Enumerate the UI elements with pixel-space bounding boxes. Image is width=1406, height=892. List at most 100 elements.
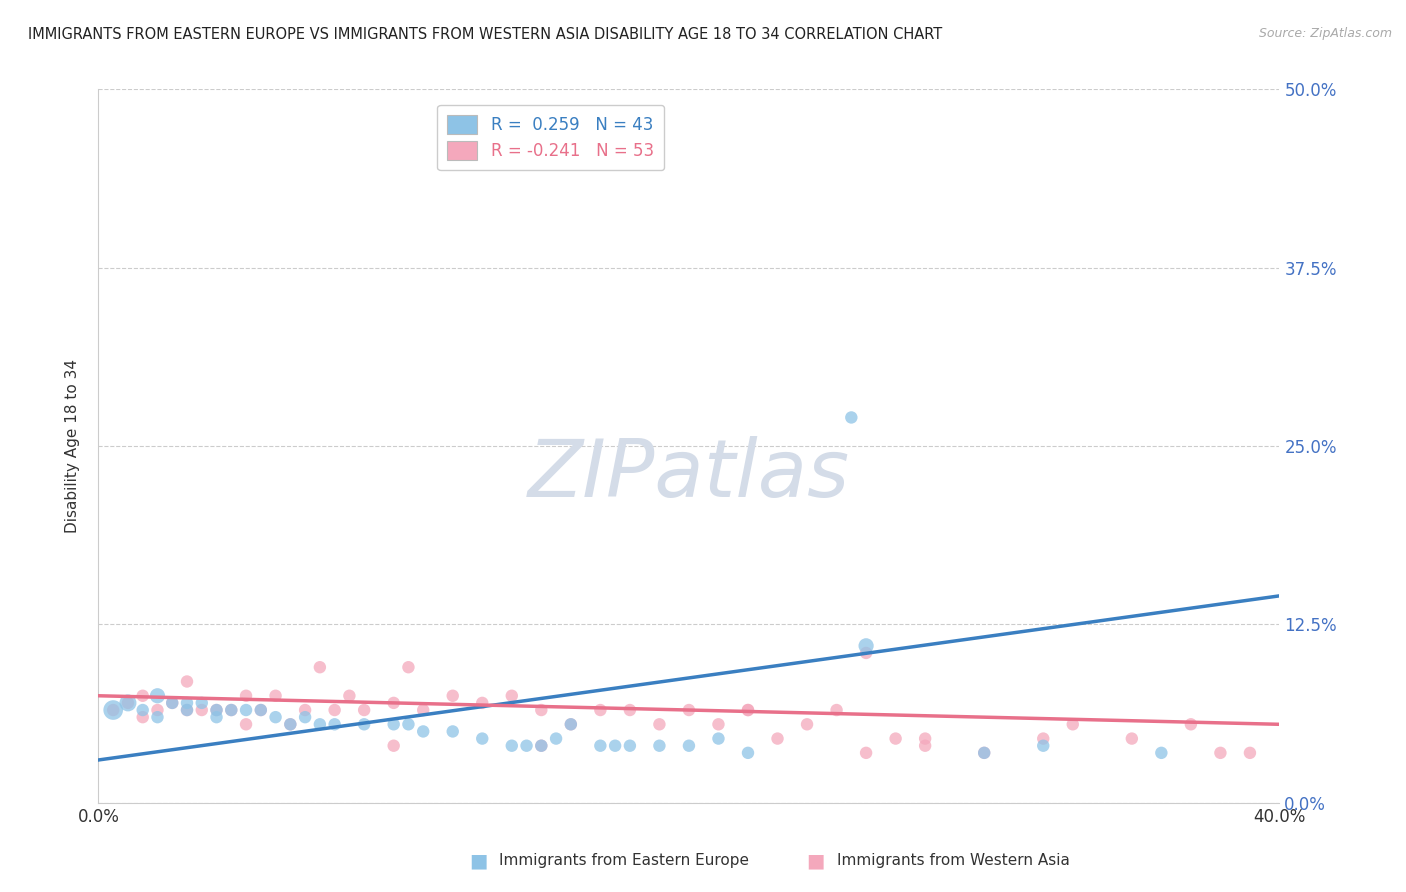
- Point: [250, 703, 273, 717]
- Point: [841, 410, 863, 425]
- Point: [707, 717, 730, 731]
- Point: [560, 717, 582, 731]
- Point: [501, 689, 523, 703]
- Point: [103, 703, 125, 717]
- Point: [914, 731, 936, 746]
- Point: [146, 703, 169, 717]
- Point: [1239, 746, 1261, 760]
- Point: [191, 703, 214, 717]
- Point: [914, 739, 936, 753]
- Point: [205, 710, 228, 724]
- Point: [219, 703, 242, 717]
- Point: [412, 703, 434, 717]
- Point: [1180, 717, 1202, 731]
- Point: [1150, 746, 1173, 760]
- Point: [235, 689, 257, 703]
- Point: [396, 717, 419, 731]
- Y-axis label: Disability Age 18 to 34: Disability Age 18 to 34: [65, 359, 80, 533]
- Point: [294, 703, 316, 717]
- Point: [353, 717, 375, 731]
- Point: [353, 703, 375, 717]
- Point: [132, 710, 155, 724]
- Point: [103, 703, 125, 717]
- Point: [855, 746, 877, 760]
- Point: [191, 696, 214, 710]
- Point: [323, 717, 346, 731]
- Point: [605, 739, 627, 753]
- Point: [973, 746, 995, 760]
- Text: ■: ■: [806, 851, 825, 871]
- Point: [441, 689, 464, 703]
- Point: [339, 689, 360, 703]
- Text: IMMIGRANTS FROM EASTERN EUROPE VS IMMIGRANTS FROM WESTERN ASIA DISABILITY AGE 18: IMMIGRANTS FROM EASTERN EUROPE VS IMMIGR…: [28, 27, 942, 42]
- Point: [412, 724, 434, 739]
- Point: [737, 703, 759, 717]
- Point: [619, 703, 641, 717]
- Point: [146, 710, 169, 724]
- Point: [264, 689, 287, 703]
- Point: [323, 703, 346, 717]
- Point: [589, 739, 612, 753]
- Point: [309, 717, 332, 731]
- Point: [176, 696, 198, 710]
- Point: [471, 731, 494, 746]
- Point: [176, 703, 198, 717]
- Text: Immigrants from Western Asia: Immigrants from Western Asia: [837, 854, 1070, 868]
- Point: [471, 696, 494, 710]
- Point: [530, 739, 553, 753]
- Point: [1032, 739, 1054, 753]
- Point: [515, 739, 537, 753]
- Point: [530, 703, 553, 717]
- Point: [1032, 731, 1054, 746]
- Point: [825, 703, 848, 717]
- Text: Source: ZipAtlas.com: Source: ZipAtlas.com: [1258, 27, 1392, 40]
- Point: [205, 703, 228, 717]
- Point: [501, 739, 523, 753]
- Point: [382, 717, 405, 731]
- Point: [737, 746, 759, 760]
- Point: [132, 703, 155, 717]
- Point: [294, 710, 316, 724]
- Point: [309, 660, 332, 674]
- Point: [162, 696, 183, 710]
- Text: Immigrants from Eastern Europe: Immigrants from Eastern Europe: [499, 854, 749, 868]
- Text: ZIPatlas: ZIPatlas: [527, 435, 851, 514]
- Point: [264, 710, 287, 724]
- Point: [162, 696, 183, 710]
- Point: [250, 703, 273, 717]
- Point: [648, 717, 671, 731]
- Point: [766, 731, 789, 746]
- Point: [1121, 731, 1143, 746]
- Point: [973, 746, 995, 760]
- Point: [205, 703, 228, 717]
- Text: ■: ■: [468, 851, 488, 871]
- Point: [737, 703, 759, 717]
- Point: [176, 703, 198, 717]
- Point: [589, 703, 612, 717]
- Point: [1209, 746, 1232, 760]
- Point: [235, 703, 257, 717]
- Point: [560, 717, 582, 731]
- Point: [1062, 717, 1084, 731]
- Point: [219, 703, 242, 717]
- Point: [678, 739, 700, 753]
- Point: [117, 696, 139, 710]
- Point: [796, 717, 818, 731]
- Point: [530, 739, 553, 753]
- Point: [146, 689, 169, 703]
- Point: [278, 717, 302, 731]
- Point: [855, 639, 877, 653]
- Point: [382, 739, 405, 753]
- Point: [278, 717, 302, 731]
- Point: [176, 674, 198, 689]
- Point: [884, 731, 907, 746]
- Point: [678, 703, 700, 717]
- Point: [117, 696, 139, 710]
- Point: [382, 696, 405, 710]
- Legend: R =  0.259   N = 43, R = -0.241   N = 53: R = 0.259 N = 43, R = -0.241 N = 53: [437, 104, 664, 169]
- Point: [707, 731, 730, 746]
- Point: [648, 739, 671, 753]
- Point: [235, 717, 257, 731]
- Point: [619, 739, 641, 753]
- Point: [546, 731, 568, 746]
